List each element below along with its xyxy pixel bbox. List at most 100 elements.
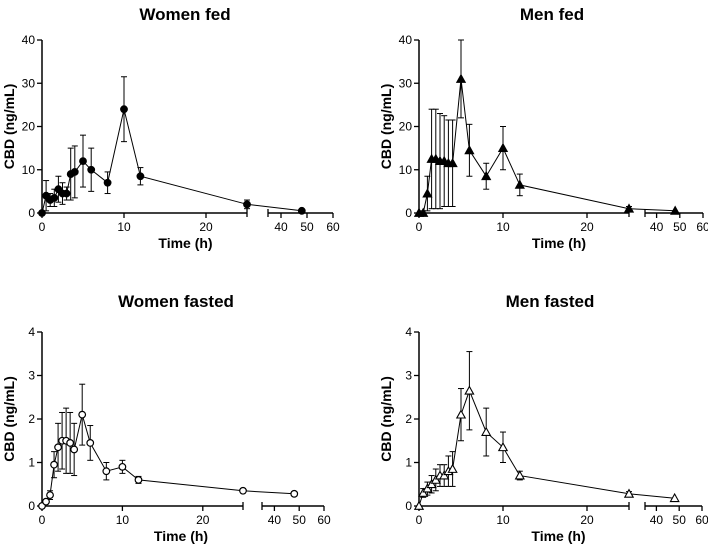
data-point bbox=[418, 487, 429, 497]
x-tick-label: 50 bbox=[293, 513, 307, 527]
data-point bbox=[497, 441, 509, 452]
chart-panel: Men fed 0 10 20 30 40 CBD (ng/mL) 0 10 20 40 50 60 Ti… bbox=[378, 5, 708, 251]
x-tick-label: 60 bbox=[695, 513, 708, 527]
x-tick-label: 0 bbox=[416, 220, 423, 234]
data-point bbox=[447, 463, 458, 473]
series-line bbox=[418, 389, 675, 507]
y-tick-label: 20 bbox=[399, 120, 413, 134]
data-point bbox=[514, 179, 525, 189]
y-tick-label: 2 bbox=[28, 412, 35, 426]
chart-title: Men fed bbox=[520, 5, 584, 24]
y-tick-label: 4 bbox=[28, 325, 35, 339]
chart-panel: Women fasted 0 1 2 3 4 CBD (ng/mL) 0 10 20 40 50 60 T… bbox=[1, 292, 331, 544]
y-tick-label: 30 bbox=[22, 76, 36, 90]
data-point bbox=[102, 467, 111, 476]
x-tick-label: 50 bbox=[673, 220, 687, 234]
x-tick-label: 40 bbox=[650, 513, 664, 527]
data-point bbox=[120, 105, 128, 114]
chart-title: Men fasted bbox=[506, 292, 595, 311]
data-point bbox=[134, 476, 143, 484]
chart-panel: Women fed 0 10 20 30 40 CBD (ng/mL) 0 10 20 40 50 60… bbox=[1, 5, 340, 251]
y-tick-label: 4 bbox=[405, 325, 412, 339]
data-point bbox=[103, 178, 112, 187]
data-point bbox=[426, 478, 437, 489]
data-point bbox=[70, 445, 79, 454]
x-tick-label: 20 bbox=[199, 220, 213, 234]
data-point bbox=[70, 168, 79, 176]
series-line bbox=[41, 414, 295, 507]
y-tick-label: 10 bbox=[22, 163, 36, 177]
y-tick-label: 2 bbox=[405, 412, 412, 426]
x-tick-label: 40 bbox=[274, 220, 288, 234]
data-point bbox=[46, 491, 54, 500]
data-point bbox=[297, 206, 306, 215]
x-tick-label: 40 bbox=[268, 513, 282, 527]
chart-panel: Men fasted 0 1 2 3 4 CBD (ng/mL) 0 10 20 40 50 60 Tim… bbox=[378, 292, 708, 544]
data-point bbox=[413, 500, 425, 510]
data-point bbox=[290, 489, 299, 498]
data-point bbox=[87, 165, 96, 174]
x-tick-label: 60 bbox=[317, 513, 331, 527]
y-axis-label: CBD (ng/mL) bbox=[378, 84, 394, 170]
y-tick-label: 40 bbox=[399, 33, 413, 47]
series-line bbox=[419, 78, 676, 214]
y-tick-label: 3 bbox=[405, 369, 412, 383]
y-tick-label: 1 bbox=[28, 456, 35, 470]
chart-title: Women fasted bbox=[118, 292, 234, 311]
y-tick-label: 30 bbox=[399, 76, 413, 90]
data-point bbox=[514, 470, 525, 480]
x-tick-label: 10 bbox=[496, 513, 510, 527]
data-point bbox=[62, 189, 71, 198]
data-point bbox=[42, 497, 50, 506]
data-point bbox=[670, 205, 681, 215]
data-point bbox=[623, 203, 635, 213]
y-tick-label: 20 bbox=[22, 120, 36, 134]
x-axis-label: Time (h) bbox=[158, 235, 212, 251]
data-point bbox=[50, 460, 58, 469]
x-tick-label: 50 bbox=[673, 513, 687, 527]
data-point bbox=[430, 474, 441, 484]
x-axis-label: Time (h) bbox=[532, 235, 586, 251]
chart-title: Women fed bbox=[139, 5, 230, 24]
data-point bbox=[422, 483, 433, 493]
x-tick-label: 10 bbox=[496, 220, 510, 234]
data-point bbox=[447, 157, 458, 168]
x-tick-label: 60 bbox=[326, 220, 340, 234]
data-point bbox=[464, 385, 475, 395]
x-tick-label: 60 bbox=[696, 220, 708, 234]
data-point bbox=[50, 193, 59, 202]
data-point bbox=[669, 492, 680, 503]
x-tick-label: 10 bbox=[117, 220, 131, 234]
x-tick-label: 0 bbox=[39, 220, 46, 234]
x-tick-label: 40 bbox=[650, 220, 664, 234]
data-point bbox=[623, 488, 635, 498]
y-tick-label: 0 bbox=[405, 499, 412, 513]
y-tick-label: 0 bbox=[28, 206, 35, 220]
x-tick-label: 0 bbox=[39, 513, 46, 527]
y-tick-label: 3 bbox=[28, 369, 35, 383]
data-point bbox=[497, 142, 509, 153]
data-point bbox=[464, 144, 475, 155]
x-axis-label: Time (h) bbox=[531, 528, 585, 544]
data-point bbox=[418, 207, 429, 217]
data-point bbox=[422, 188, 433, 198]
y-axis-label: CBD (ng/mL) bbox=[1, 376, 17, 462]
data-point bbox=[79, 157, 87, 166]
y-tick-label: 0 bbox=[405, 206, 412, 220]
data-point bbox=[118, 462, 127, 471]
x-tick-label: 50 bbox=[300, 220, 314, 234]
data-point bbox=[481, 426, 492, 436]
y-axis-label: CBD (ng/mL) bbox=[378, 376, 394, 462]
data-point bbox=[455, 73, 467, 83]
x-tick-label: 0 bbox=[416, 513, 423, 527]
data-point bbox=[54, 443, 62, 452]
y-tick-label: 10 bbox=[399, 163, 413, 177]
data-point bbox=[86, 439, 95, 447]
data-point bbox=[481, 170, 492, 181]
data-point bbox=[38, 209, 46, 217]
data-point bbox=[78, 410, 87, 419]
data-point bbox=[239, 486, 247, 495]
data-point bbox=[66, 439, 75, 447]
y-tick-label: 40 bbox=[22, 33, 36, 47]
